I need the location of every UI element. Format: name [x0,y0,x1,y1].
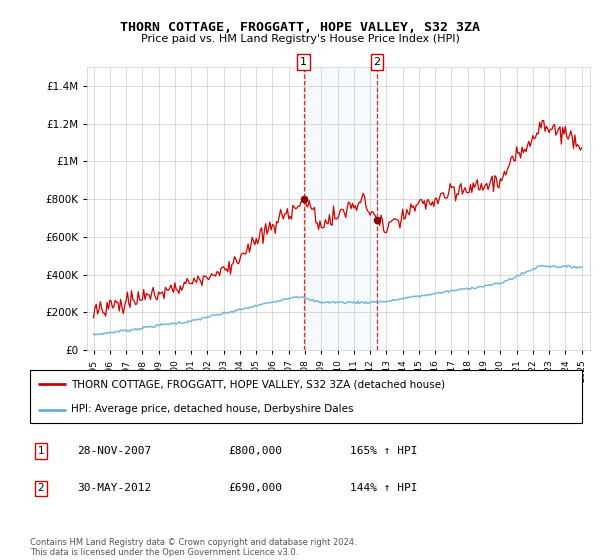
Text: 28-NOV-2007: 28-NOV-2007 [77,446,151,456]
Bar [304,67,377,350]
Text: THORN COTTAGE, FROGGATT, HOPE VALLEY, S32 3ZA (detached house): THORN COTTAGE, FROGGATT, HOPE VALLEY, S3… [71,380,446,390]
Text: THORN COTTAGE, FROGGATT, HOPE VALLEY, S32 3ZA: THORN COTTAGE, FROGGATT, HOPE VALLEY, S3… [120,21,480,34]
Text: Contains HM Land Registry data © Crown copyright and database right 2024.
This d: Contains HM Land Registry data © Crown c… [30,538,356,557]
Text: 2: 2 [38,483,44,493]
Text: 2: 2 [373,57,380,67]
Text: HPI: Average price, detached house, Derbyshire Dales: HPI: Average price, detached house, Derb… [71,404,354,414]
Text: 30-MAY-2012: 30-MAY-2012 [77,483,151,493]
Text: 144% ↑ HPI: 144% ↑ HPI [350,483,418,493]
Text: 1: 1 [38,446,44,456]
Text: £800,000: £800,000 [229,446,283,456]
Text: Price paid vs. HM Land Registry's House Price Index (HPI): Price paid vs. HM Land Registry's House … [140,34,460,44]
Text: 165% ↑ HPI: 165% ↑ HPI [350,446,418,456]
Text: £690,000: £690,000 [229,483,283,493]
Text: 1: 1 [300,57,307,67]
